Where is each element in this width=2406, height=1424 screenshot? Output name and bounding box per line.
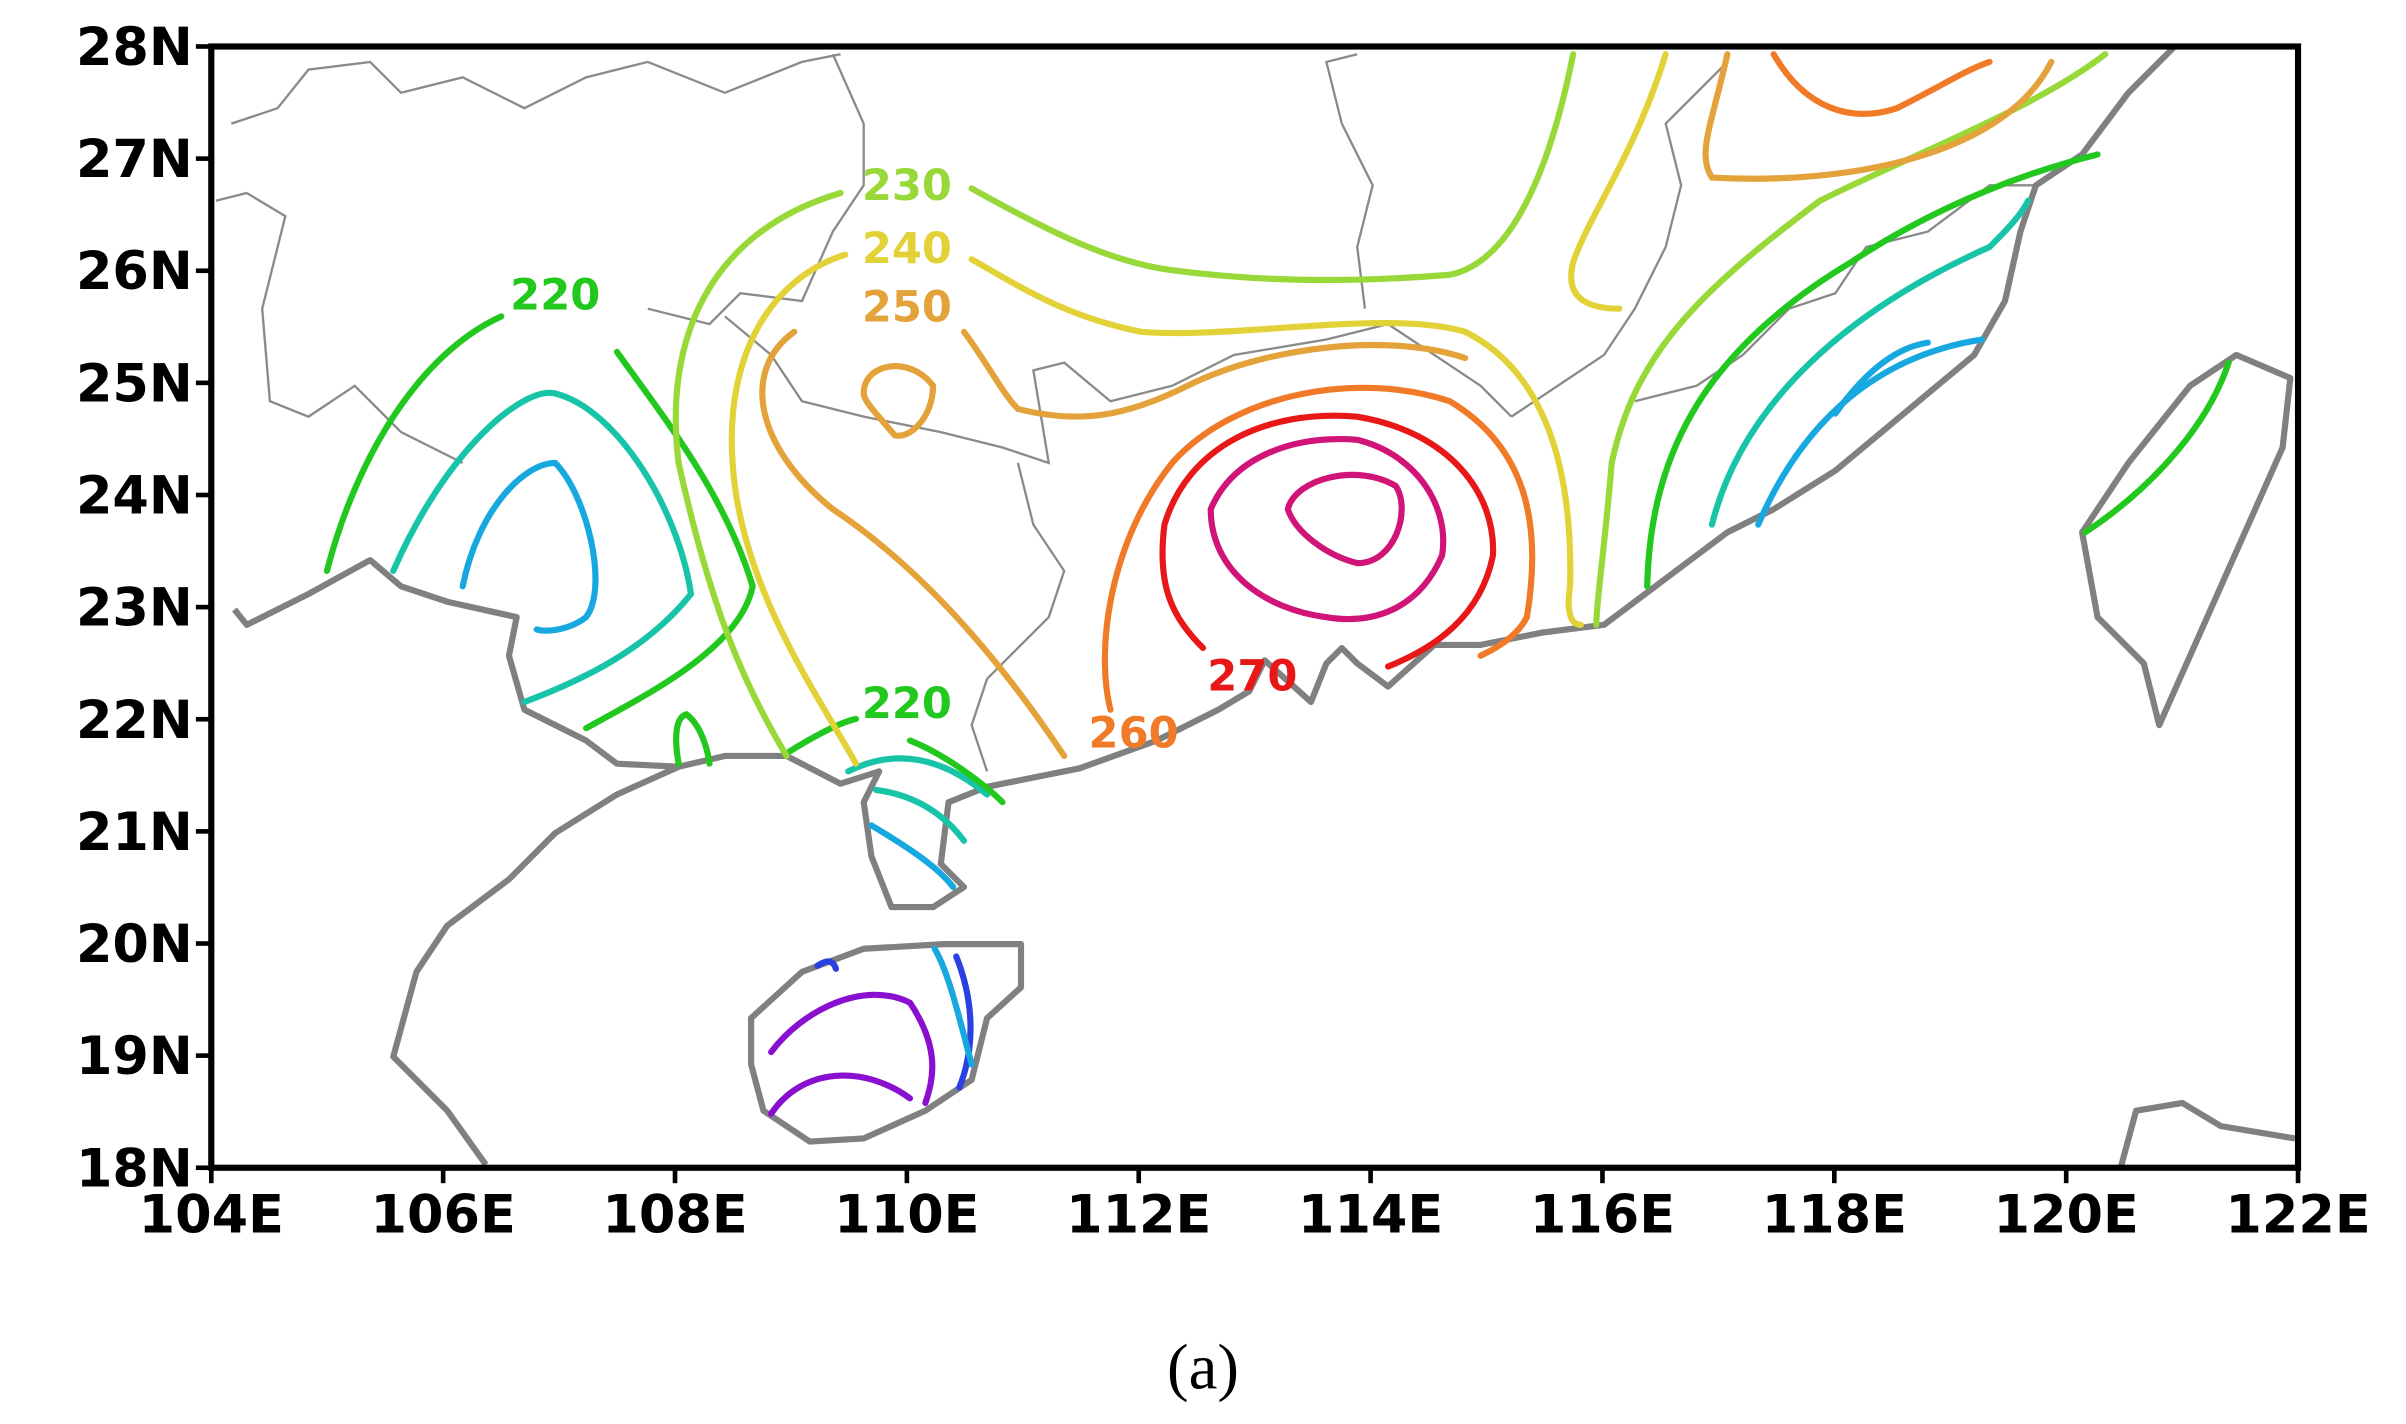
contour-line xyxy=(845,755,991,798)
contour-line xyxy=(968,256,1584,628)
x-tick-label: 120E xyxy=(1994,1185,2139,1246)
contour-line xyxy=(673,710,713,767)
province-border xyxy=(970,462,1066,772)
contour-label: 220 xyxy=(862,679,952,729)
borders xyxy=(215,53,2036,772)
contour-label: 260 xyxy=(1089,708,1179,758)
province-border xyxy=(647,53,865,326)
contour-line xyxy=(1770,51,1993,117)
contour-label: 220 xyxy=(510,270,600,320)
province-border xyxy=(1324,53,1374,309)
y-tick-label: 18N xyxy=(76,1138,193,1199)
y-tick-label: 28N xyxy=(76,17,193,78)
contour-line xyxy=(459,459,599,634)
contour-line xyxy=(953,953,974,1091)
contour-line xyxy=(1644,151,2101,590)
y-tick-label: 24N xyxy=(76,466,193,527)
contour-line xyxy=(1207,436,1447,623)
contour-line xyxy=(1832,339,1931,417)
coastline xyxy=(232,44,2177,911)
contour-line xyxy=(390,389,695,706)
y-tick-label: 27N xyxy=(76,129,193,190)
contour-label: 240 xyxy=(862,224,952,274)
contour-line xyxy=(960,328,1469,420)
province-border xyxy=(724,315,1513,465)
contour-label: 230 xyxy=(862,161,952,211)
x-tick-label: 118E xyxy=(1762,1185,1907,1246)
y-tick-label: 21N xyxy=(76,802,193,863)
contour-line xyxy=(728,251,860,767)
x-tick-label: 110E xyxy=(834,1185,979,1246)
contour-line xyxy=(323,313,505,574)
contour-label: 250 xyxy=(862,283,952,333)
contour-line xyxy=(1708,197,2032,528)
contour-line xyxy=(582,348,756,732)
x-tick-label: 112E xyxy=(1066,1185,1211,1246)
coastline xyxy=(2117,1099,2296,1169)
contour-line xyxy=(931,945,975,1068)
contour-line xyxy=(786,715,860,755)
contour-line xyxy=(1159,412,1497,670)
contour-line xyxy=(1101,384,1536,713)
contour-line xyxy=(906,737,1006,806)
contour-line xyxy=(759,328,1068,760)
province-border xyxy=(230,53,841,125)
province-border xyxy=(1634,184,2036,403)
contour-line xyxy=(1593,51,2109,628)
coastline xyxy=(390,763,680,1167)
province-border xyxy=(215,191,464,464)
contours: 220 230 240 250 220 260 270 xyxy=(323,51,2232,1117)
contour-line xyxy=(814,958,840,972)
x-tick-label: 108E xyxy=(602,1185,747,1246)
contour-line xyxy=(1702,51,2055,182)
contour-line xyxy=(768,991,936,1107)
caption: (a) xyxy=(1167,1331,1239,1403)
coastlines xyxy=(232,44,2296,1169)
x-tick-label: 122E xyxy=(2225,1185,2370,1246)
contour-line xyxy=(1568,51,1669,312)
y-tick-label: 19N xyxy=(76,1026,193,1087)
x-tick-label: 106E xyxy=(371,1185,516,1246)
contour-line xyxy=(860,363,937,439)
y-tick-label: 25N xyxy=(76,353,193,414)
y-tick-label: 20N xyxy=(76,914,193,975)
taiwan-coast xyxy=(2079,351,2294,729)
hainan-coast xyxy=(748,941,1025,1145)
contour-line xyxy=(968,51,1577,284)
y-tick-label: 26N xyxy=(76,241,193,302)
province-border xyxy=(1510,61,1729,418)
plot-frame xyxy=(208,43,2302,1171)
contour-line xyxy=(872,786,968,844)
contour-line xyxy=(1284,471,1405,567)
y-tick-label: 22N xyxy=(76,690,193,751)
contour-label: 270 xyxy=(1207,651,1297,701)
contour-line xyxy=(768,1072,914,1117)
contour-line xyxy=(672,189,844,760)
x-tick-label: 104E xyxy=(139,1185,284,1246)
y-tick-label: 23N xyxy=(76,578,193,639)
contour-line xyxy=(2082,359,2232,536)
x-tick-label: 116E xyxy=(1530,1185,1675,1246)
x-tick-label: 114E xyxy=(1298,1185,1443,1246)
contour-line xyxy=(868,822,957,891)
